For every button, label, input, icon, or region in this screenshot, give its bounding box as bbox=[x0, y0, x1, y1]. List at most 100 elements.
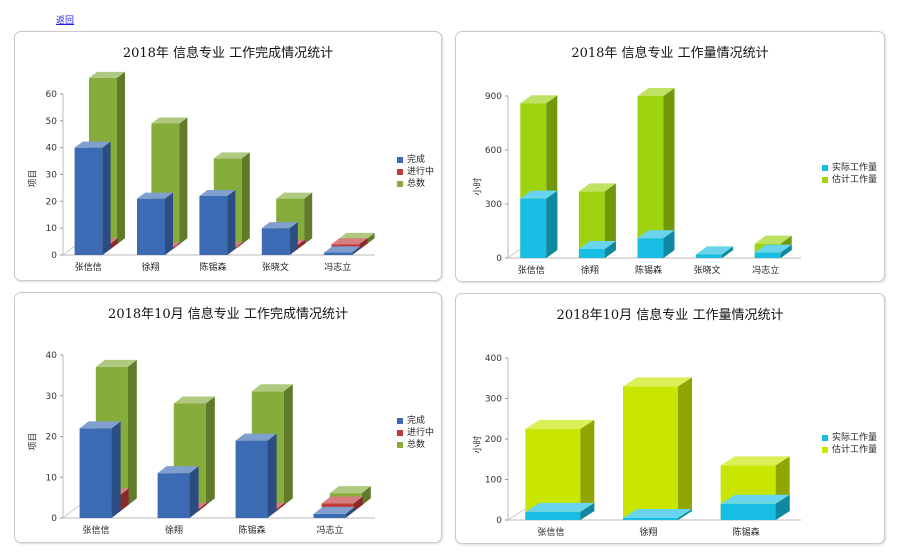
x-tick-label: 陈锡森 bbox=[199, 261, 226, 273]
legend-swatch bbox=[822, 165, 828, 171]
y-tick-label: 20 bbox=[46, 433, 58, 443]
bar-side bbox=[165, 192, 173, 255]
x-tick-label: 冯志立 bbox=[316, 524, 343, 536]
y-tick-label: 0 bbox=[496, 516, 502, 526]
bar bbox=[157, 466, 199, 518]
bar-top bbox=[754, 235, 792, 244]
x-tick-label: 徐翔 bbox=[142, 261, 160, 273]
back-link[interactable]: 返回 bbox=[56, 16, 75, 26]
y-tick-label: 200 bbox=[485, 435, 502, 445]
bar-front bbox=[324, 252, 353, 255]
bar bbox=[520, 190, 558, 258]
chart-legend: 实际工作量 估计工作量 bbox=[822, 432, 877, 456]
chart-panel-oct-completion: 2018年10月 信息专业 工作完成情况统计 项目 0 10 20 30 40 张信信 徐翔… bbox=[14, 292, 442, 543]
x-tick-label: 张晓文 bbox=[694, 264, 721, 276]
bar-side bbox=[172, 242, 181, 250]
bar-top bbox=[251, 384, 293, 392]
chart-legend: 实际工作量 估计工作量 bbox=[822, 162, 877, 186]
bar-top bbox=[157, 466, 199, 474]
bar-front bbox=[235, 440, 268, 518]
bar-side bbox=[117, 71, 125, 245]
bar-side bbox=[580, 419, 595, 520]
bar-top bbox=[525, 502, 595, 512]
legend-swatch bbox=[397, 181, 403, 187]
x-tick-label: 张信信 bbox=[518, 264, 545, 276]
y-tick-label: 60 bbox=[46, 90, 58, 100]
bar-front bbox=[313, 513, 346, 518]
chart-panel-oct-workload: 2018年10月 信息专业 工作量情况统计 小时 0 100 200 300 400 张信… bbox=[455, 293, 885, 544]
bar bbox=[623, 377, 692, 520]
bar-side bbox=[267, 433, 277, 518]
bar-side bbox=[580, 502, 595, 520]
y-tick-label: 50 bbox=[46, 117, 58, 127]
y-tick-label: 0 bbox=[496, 254, 502, 264]
chart-plot: 0 100 200 300 400 张信信 徐翔 陈锡森 bbox=[485, 354, 801, 538]
bar-side bbox=[775, 494, 790, 520]
chart-legend: 完成 进行中 总数 bbox=[397, 154, 434, 190]
bar-front bbox=[696, 254, 723, 258]
bar-top bbox=[74, 141, 111, 148]
y-tick-label: 10 bbox=[46, 473, 58, 483]
bar-top bbox=[578, 183, 616, 192]
bar-side bbox=[604, 183, 616, 258]
legend-label: 总数 bbox=[407, 179, 426, 189]
bar-front bbox=[261, 228, 290, 255]
bar bbox=[623, 508, 692, 520]
bar-front bbox=[720, 503, 776, 520]
bar-top bbox=[95, 359, 137, 367]
y-tick-label: 300 bbox=[485, 200, 502, 210]
bar-side bbox=[678, 508, 692, 520]
x-tick-label: 张信信 bbox=[537, 526, 564, 538]
y-tick-label: 20 bbox=[46, 197, 58, 207]
bar-front bbox=[578, 249, 605, 258]
bar-front bbox=[199, 195, 228, 255]
chart-title: 2018年10月 信息专业 工作量情况统计 bbox=[556, 308, 784, 323]
bar-top bbox=[623, 508, 692, 518]
legend-label: 进行中 bbox=[407, 167, 435, 177]
bar-side bbox=[366, 232, 375, 245]
legend-item: 完成 bbox=[397, 154, 434, 166]
bar-top bbox=[520, 95, 558, 104]
x-tick-label: 徐翔 bbox=[581, 264, 599, 276]
bar-front bbox=[74, 147, 103, 255]
bar bbox=[525, 502, 595, 520]
chart-title: 2018年 信息专业 工作完成情况统计 bbox=[122, 46, 334, 61]
bar-top bbox=[261, 222, 298, 229]
bar bbox=[754, 244, 792, 258]
x-tick-label: 陈锡森 bbox=[733, 526, 760, 538]
bar-side bbox=[663, 88, 675, 258]
y-tick-label: 40 bbox=[46, 144, 58, 154]
y-tick-label: 100 bbox=[485, 476, 502, 486]
legend-swatch bbox=[822, 177, 828, 183]
bar-side bbox=[546, 190, 558, 258]
y-tick-label: 0 bbox=[51, 514, 57, 524]
bar-top bbox=[578, 241, 616, 249]
legend-swatch bbox=[822, 435, 828, 441]
bar-top bbox=[324, 246, 361, 253]
bar-front bbox=[79, 428, 112, 518]
bar-top bbox=[720, 456, 790, 466]
bar-top bbox=[331, 238, 368, 245]
legend-label: 总数 bbox=[407, 440, 426, 450]
bar-front bbox=[637, 238, 664, 258]
y-tick-label: 40 bbox=[46, 351, 58, 361]
legend-swatch bbox=[397, 418, 403, 424]
bar-top bbox=[696, 246, 734, 255]
x-tick-label: 冯志立 bbox=[324, 261, 351, 273]
bar-side bbox=[678, 377, 692, 520]
bar-top bbox=[235, 433, 277, 441]
legend-label: 完成 bbox=[407, 155, 426, 165]
chart-title: 2018年10月 信息专业 工作完成情况统计 bbox=[108, 307, 348, 322]
y-tick-label: 30 bbox=[46, 171, 58, 181]
legend-swatch bbox=[822, 447, 828, 453]
bar bbox=[720, 494, 790, 520]
x-tick-label: 张信信 bbox=[82, 524, 109, 536]
bar-front bbox=[754, 252, 781, 258]
legend-item: 估计工作量 bbox=[822, 174, 877, 186]
bar-side bbox=[119, 488, 129, 512]
chart-panel-2018-workload: 2018年 信息专业 工作量情况统计 小时 0 300 600 900 张信信 徐翔 陈锡森… bbox=[455, 31, 885, 282]
legend-label: 进行中 bbox=[407, 428, 435, 438]
bar bbox=[313, 506, 355, 518]
bar-top bbox=[199, 189, 236, 196]
y-tick-label: 900 bbox=[485, 92, 502, 102]
